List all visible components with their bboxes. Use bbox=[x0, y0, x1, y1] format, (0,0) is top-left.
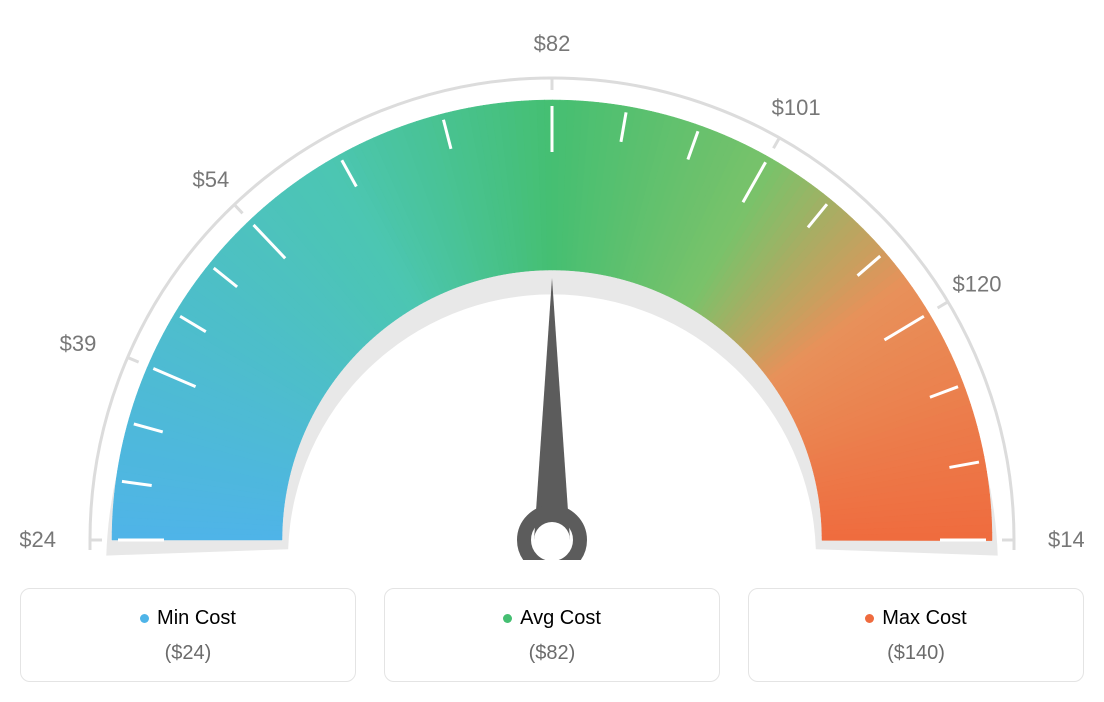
svg-text:$140: $140 bbox=[1048, 527, 1084, 552]
svg-text:$120: $120 bbox=[953, 271, 1002, 296]
legend-card-max: Max Cost ($140) bbox=[748, 588, 1084, 682]
cost-gauge-chart: $24 $39 $54 $82 $101 $120 $140 Min Cost ($24) … bbox=[20, 20, 1084, 682]
legend-value-avg: ($82) bbox=[395, 642, 709, 665]
legend-row: Min Cost ($24) Avg Cost ($82) Max Cost (… bbox=[20, 588, 1084, 682]
svg-text:$54: $54 bbox=[193, 167, 230, 192]
legend-title-max: Max Cost bbox=[865, 607, 966, 630]
svg-text:$101: $101 bbox=[772, 95, 821, 120]
legend-card-avg: Avg Cost ($82) bbox=[384, 588, 720, 682]
legend-dot-avg bbox=[503, 614, 512, 623]
legend-dot-max bbox=[865, 614, 874, 623]
svg-text:$24: $24 bbox=[20, 527, 56, 552]
svg-text:$82: $82 bbox=[534, 31, 571, 56]
legend-label-max: Max Cost bbox=[882, 607, 966, 630]
legend-label-min: Min Cost bbox=[157, 607, 236, 630]
legend-label-avg: Avg Cost bbox=[520, 607, 601, 630]
legend-value-min: ($24) bbox=[31, 642, 345, 665]
legend-title-avg: Avg Cost bbox=[503, 607, 601, 630]
legend-title-min: Min Cost bbox=[140, 607, 236, 630]
gauge-svg: $24 $39 $54 $82 $101 $120 $140 bbox=[20, 20, 1084, 560]
legend-dot-min bbox=[140, 614, 149, 623]
legend-value-max: ($140) bbox=[759, 642, 1073, 665]
legend-card-min: Min Cost ($24) bbox=[20, 588, 356, 682]
svg-text:$39: $39 bbox=[60, 331, 97, 356]
